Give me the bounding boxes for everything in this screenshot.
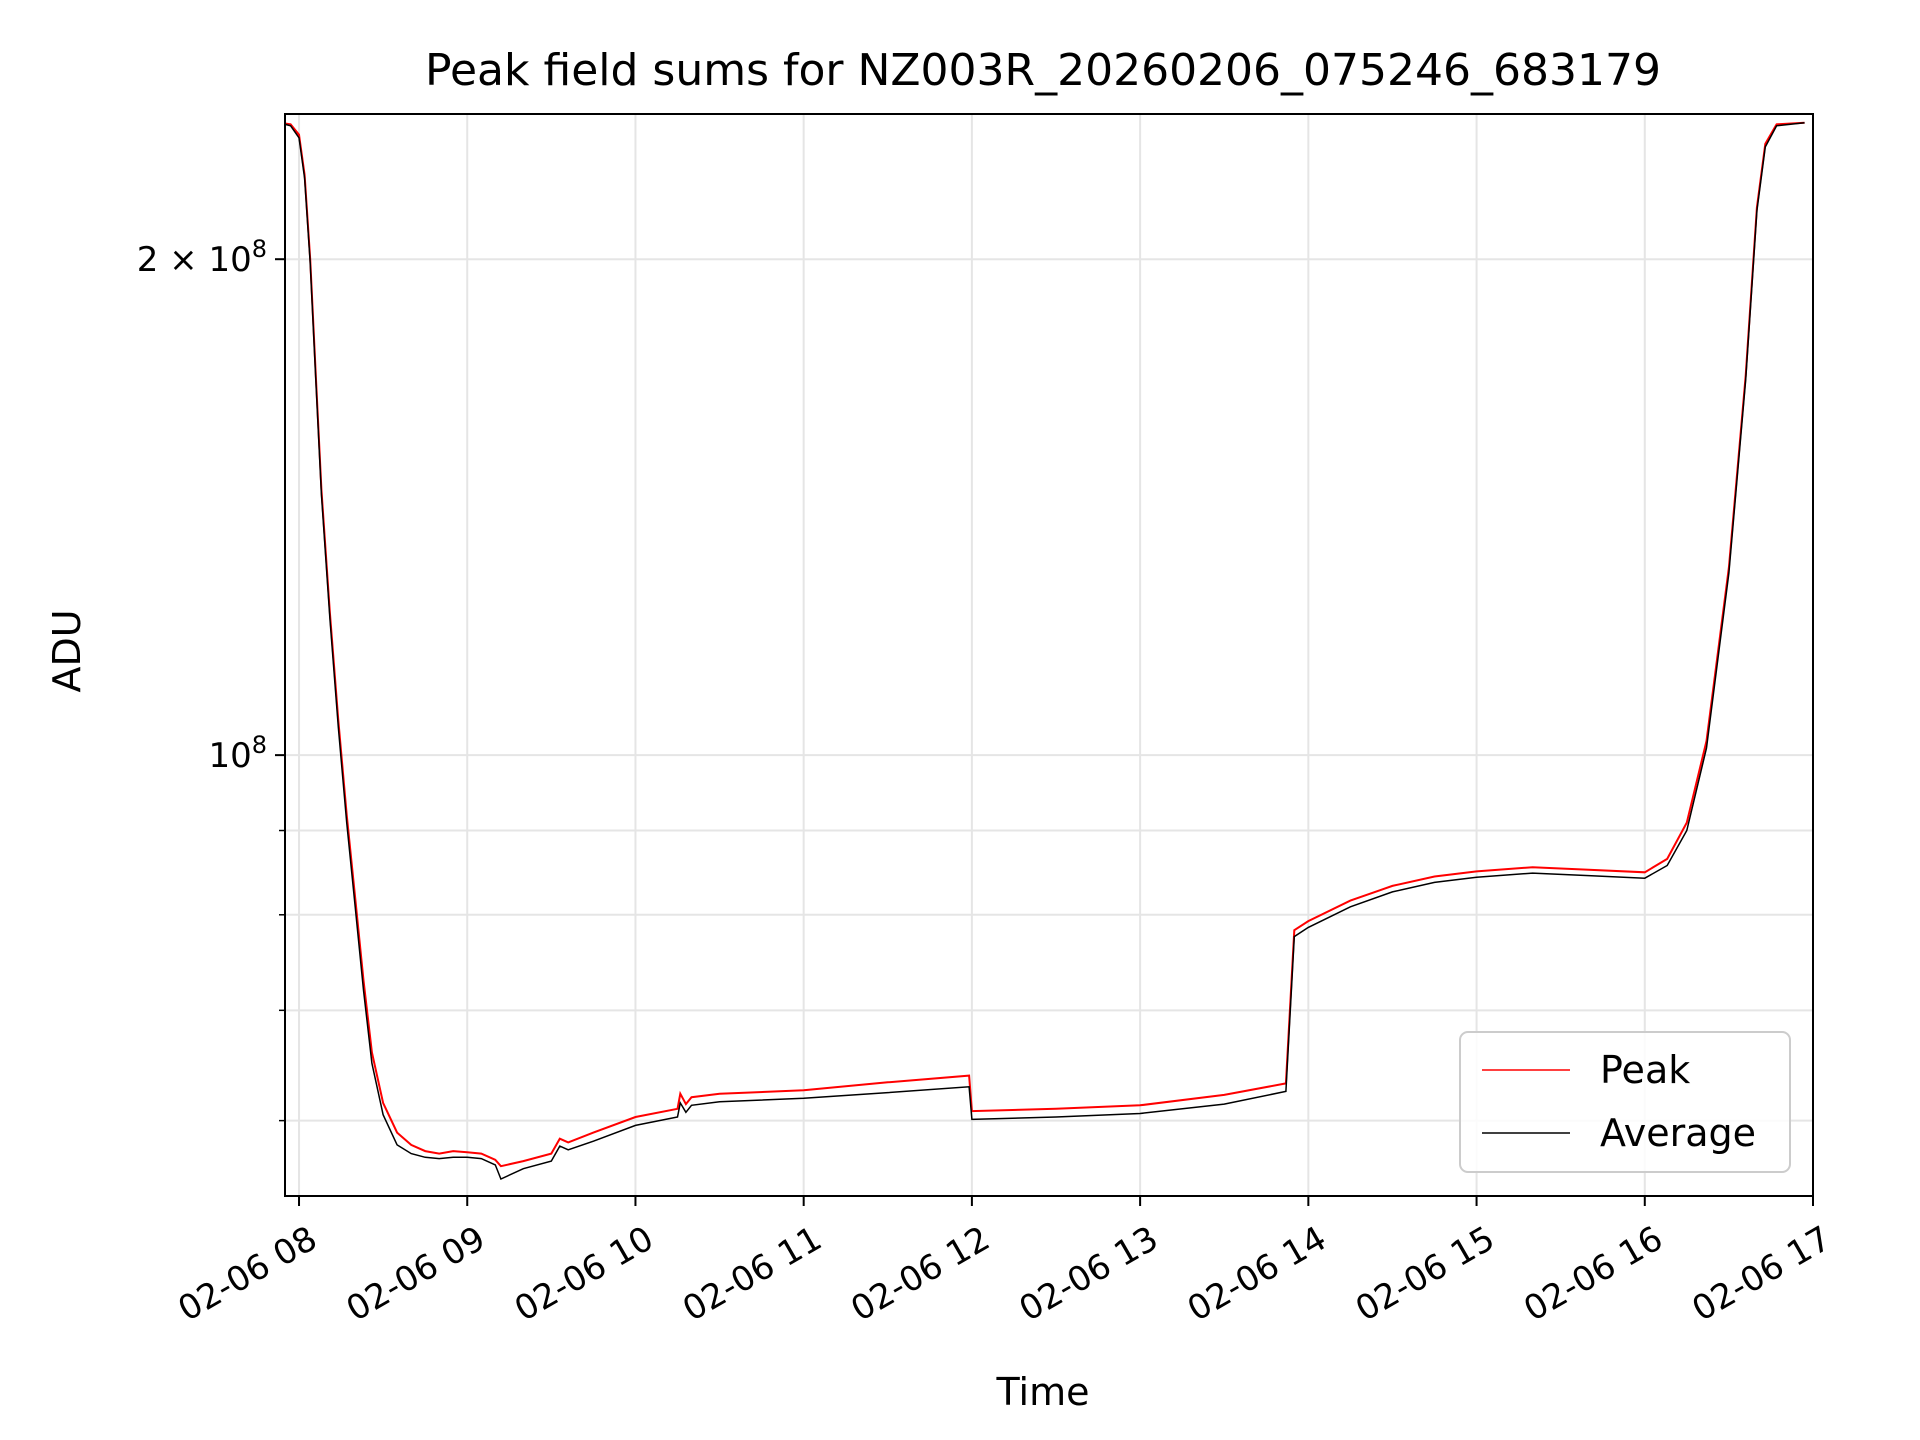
axes-frame — [284, 113, 1814, 1197]
plot-series — [285, 121, 1805, 1181]
legend-label-peak: Peak — [1600, 1048, 1690, 1092]
y-tick-label: 2 × 108 — [137, 235, 267, 280]
series-line-peak — [285, 121, 1805, 1168]
legend-label-average: Average — [1600, 1111, 1756, 1155]
legend-box — [1459, 1031, 1791, 1173]
y-tick-label: 108 — [208, 731, 267, 776]
series-line-average — [285, 122, 1805, 1181]
x-axis-label: Time — [996, 1370, 1090, 1414]
chart-title: Peak field sums for NZ003R_20260206_0752… — [425, 45, 1661, 96]
y-axis-ticks: 108 2 × 108 — [137, 235, 285, 1122]
y-axis-label: ADU — [45, 609, 89, 692]
legend: Peak Average — [1459, 1031, 1791, 1173]
